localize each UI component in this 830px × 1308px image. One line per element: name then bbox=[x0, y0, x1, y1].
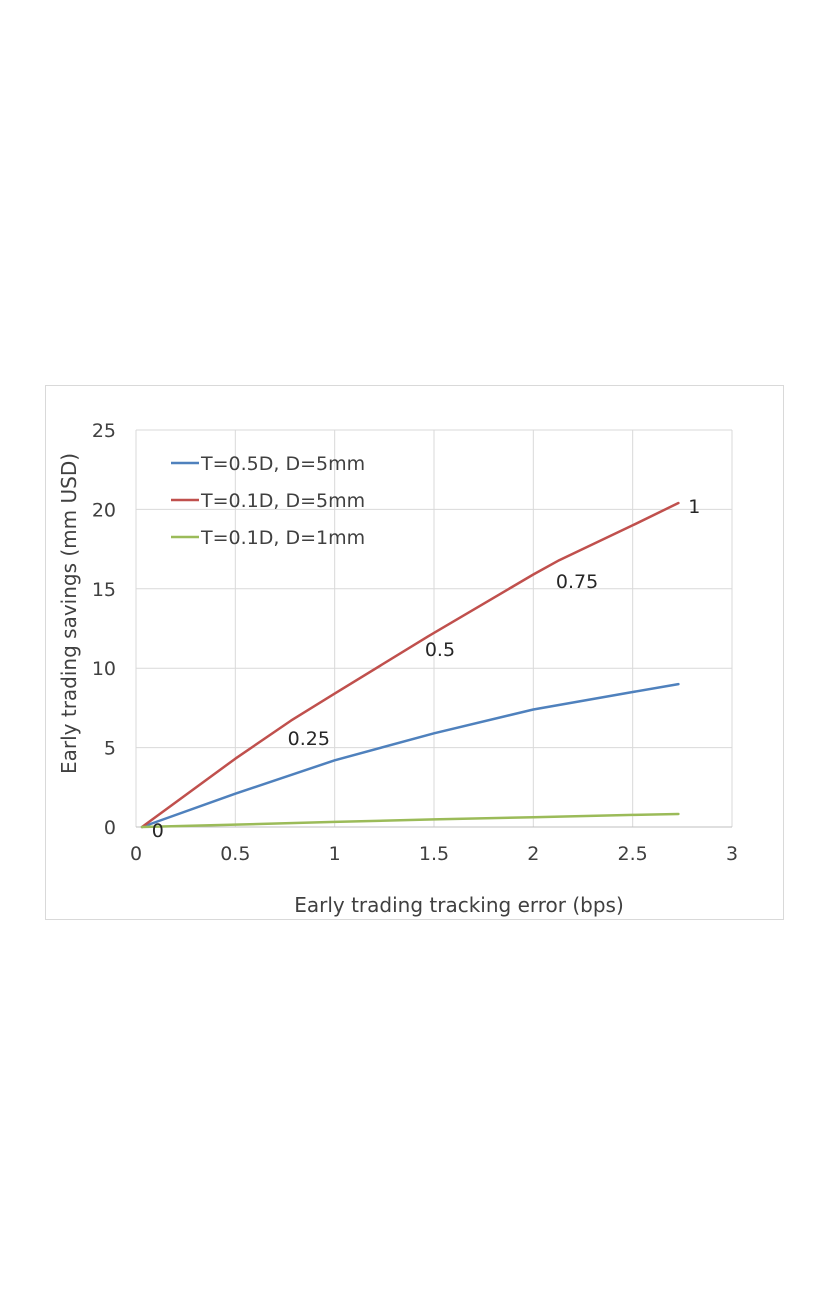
legend-label: T=0.1D, D=1mm bbox=[200, 527, 365, 549]
x-axis-title: Early trading tracking error (bps) bbox=[294, 893, 624, 917]
data-label: 1 bbox=[688, 496, 700, 518]
data-label: 0 bbox=[152, 820, 164, 842]
x-tick-label: 2.5 bbox=[618, 843, 648, 865]
x-tick-label: 0 bbox=[130, 843, 142, 865]
legend-label: T=0.5D, D=5mm bbox=[200, 453, 365, 475]
x-tick-label: 1 bbox=[329, 843, 341, 865]
legend-label: T=0.1D, D=5mm bbox=[200, 490, 365, 512]
y-tick-label: 20 bbox=[92, 499, 116, 521]
series-line-3 bbox=[140, 812, 680, 829]
y-tick-label: 25 bbox=[92, 420, 116, 442]
y-tick-label: 5 bbox=[104, 738, 116, 760]
y-axis-title: Early trading savings (mm USD) bbox=[57, 453, 81, 774]
data-label: 0.75 bbox=[556, 571, 598, 593]
series-line-2 bbox=[140, 501, 680, 829]
series-line-1 bbox=[140, 682, 680, 829]
data-label: 0.25 bbox=[288, 728, 330, 750]
x-tick-label: 0.5 bbox=[220, 843, 250, 865]
y-tick-label: 10 bbox=[92, 658, 116, 680]
x-tick-label: 3 bbox=[726, 843, 738, 865]
x-tick-label: 2 bbox=[527, 843, 539, 865]
y-tick-label: 0 bbox=[104, 817, 116, 839]
data-label: 0.5 bbox=[425, 639, 455, 661]
x-tick-label: 1.5 bbox=[419, 843, 449, 865]
y-tick-label: 15 bbox=[92, 579, 116, 601]
chart-frame: 0 0.5 1 1.5 2 2.5 3 0 5 10 15 20 25 Early trading tra… bbox=[45, 385, 784, 920]
